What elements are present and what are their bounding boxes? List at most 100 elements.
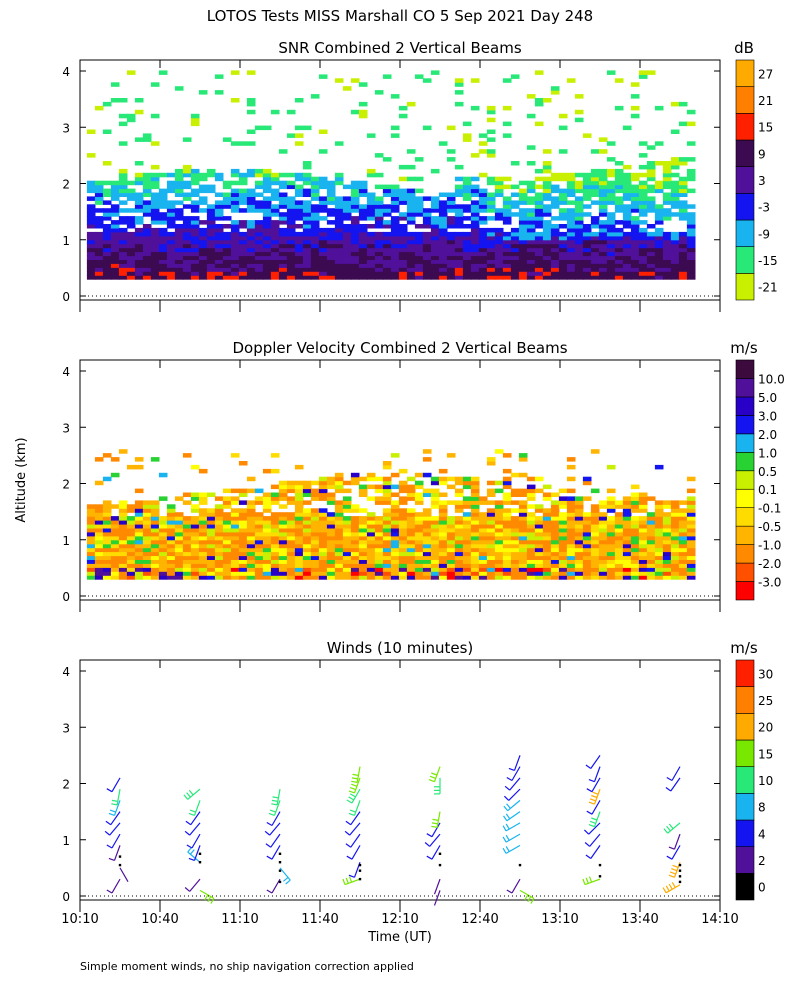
velocity-cell bbox=[646, 535, 656, 541]
velocity-cell bbox=[462, 559, 472, 564]
velocity-cell bbox=[358, 543, 368, 549]
snr-cell bbox=[150, 235, 160, 241]
velocity-cell bbox=[198, 500, 208, 505]
velocity-cell bbox=[446, 567, 456, 572]
snr-cell bbox=[638, 196, 648, 201]
velocity-cell bbox=[246, 543, 256, 549]
snr-cell bbox=[598, 149, 608, 154]
snr-cell bbox=[166, 239, 176, 245]
snr-cell bbox=[206, 263, 216, 268]
snr-cell bbox=[574, 239, 584, 245]
snr-cell bbox=[150, 227, 160, 233]
velocity-cell bbox=[86, 512, 96, 517]
velocity-cell bbox=[174, 524, 184, 529]
velocity-cell bbox=[254, 535, 264, 541]
snr-cell bbox=[614, 200, 624, 205]
snr-cell bbox=[126, 267, 136, 272]
velocity-cell bbox=[118, 508, 128, 513]
velocity-cell bbox=[614, 527, 624, 533]
velocity-cell bbox=[382, 567, 392, 572]
wind-barb bbox=[503, 811, 521, 822]
velocity-cell bbox=[534, 555, 544, 560]
snr-cell bbox=[118, 121, 128, 127]
snr-cell bbox=[494, 271, 504, 276]
velocity-cell bbox=[102, 476, 112, 482]
velocity-cell bbox=[198, 547, 208, 553]
velocity-cell bbox=[550, 543, 560, 549]
snr-cell bbox=[638, 74, 648, 79]
snr-cell bbox=[270, 212, 280, 217]
snr-cell bbox=[182, 184, 192, 190]
velocity-cell bbox=[598, 504, 608, 509]
snr-cell bbox=[558, 172, 568, 178]
velocity-cell bbox=[134, 571, 144, 576]
colorbar-label: -2.0 bbox=[758, 557, 781, 571]
snr-cell bbox=[246, 204, 256, 209]
velocity-cell bbox=[630, 543, 640, 549]
snr-cell bbox=[166, 251, 176, 257]
velocity-cell bbox=[342, 500, 352, 505]
snr-cell bbox=[398, 224, 408, 229]
snr-cell bbox=[94, 267, 104, 272]
snr-cell bbox=[262, 263, 272, 268]
velocity-cell bbox=[118, 449, 128, 454]
snr-cell bbox=[534, 251, 544, 257]
colorbar-label: 0.5 bbox=[758, 465, 777, 479]
snr-cell bbox=[214, 271, 224, 276]
snr-cell bbox=[670, 271, 680, 276]
velocity-cell bbox=[590, 527, 600, 533]
snr-cell bbox=[558, 113, 568, 119]
wind-barb bbox=[506, 878, 521, 894]
velocity-cell bbox=[478, 512, 488, 517]
velocity-cell bbox=[206, 527, 216, 533]
velocity-cell bbox=[142, 531, 152, 537]
velocity-cell bbox=[494, 559, 504, 564]
wind-barb bbox=[665, 777, 681, 792]
snr-cell bbox=[358, 184, 368, 190]
snr-cell bbox=[510, 212, 520, 217]
snr-cell bbox=[502, 216, 512, 221]
velocity-cell bbox=[142, 520, 152, 525]
snr-cell bbox=[390, 192, 400, 197]
snr-cell bbox=[478, 231, 488, 237]
velocity-cell bbox=[510, 567, 520, 572]
snr-cell bbox=[270, 239, 280, 245]
velocity-cell bbox=[638, 571, 648, 576]
snr-cell bbox=[414, 239, 424, 245]
velocity-cell bbox=[406, 484, 416, 490]
snr-cell bbox=[382, 231, 392, 237]
colorbar-swatch bbox=[735, 86, 755, 114]
snr-cell bbox=[686, 263, 696, 268]
velocity-cell bbox=[222, 535, 232, 541]
velocity-cell bbox=[406, 512, 416, 517]
velocity-cell bbox=[174, 512, 184, 517]
snr-cell bbox=[94, 255, 104, 260]
velocity-cell bbox=[206, 575, 216, 580]
velocity-cell bbox=[134, 512, 144, 517]
velocity-cell bbox=[310, 571, 320, 576]
snr-cell bbox=[302, 243, 312, 249]
snr-cell bbox=[366, 271, 376, 276]
snr-cell bbox=[574, 188, 584, 194]
velocity-cell bbox=[150, 567, 160, 572]
velocity-cell bbox=[558, 555, 568, 560]
velocity-cell bbox=[142, 559, 152, 564]
velocity-cell bbox=[470, 543, 480, 549]
velocity-cell bbox=[574, 571, 584, 576]
snr-cell bbox=[142, 251, 152, 257]
velocity-cell bbox=[478, 500, 488, 505]
snr-cell bbox=[382, 74, 392, 79]
snr-cell bbox=[646, 235, 656, 241]
snr-cell bbox=[102, 101, 112, 107]
snr-cell bbox=[222, 137, 232, 142]
velocity-cell bbox=[246, 539, 256, 545]
snr-cell bbox=[254, 259, 264, 264]
velocity-cell bbox=[638, 555, 648, 560]
velocity-cell bbox=[678, 567, 688, 572]
snr-cell bbox=[158, 200, 168, 205]
snr-cell bbox=[414, 259, 424, 264]
snr-cell bbox=[126, 275, 136, 280]
snr-cell bbox=[622, 180, 632, 186]
snr-cell bbox=[390, 239, 400, 245]
snr-cell bbox=[454, 224, 464, 229]
